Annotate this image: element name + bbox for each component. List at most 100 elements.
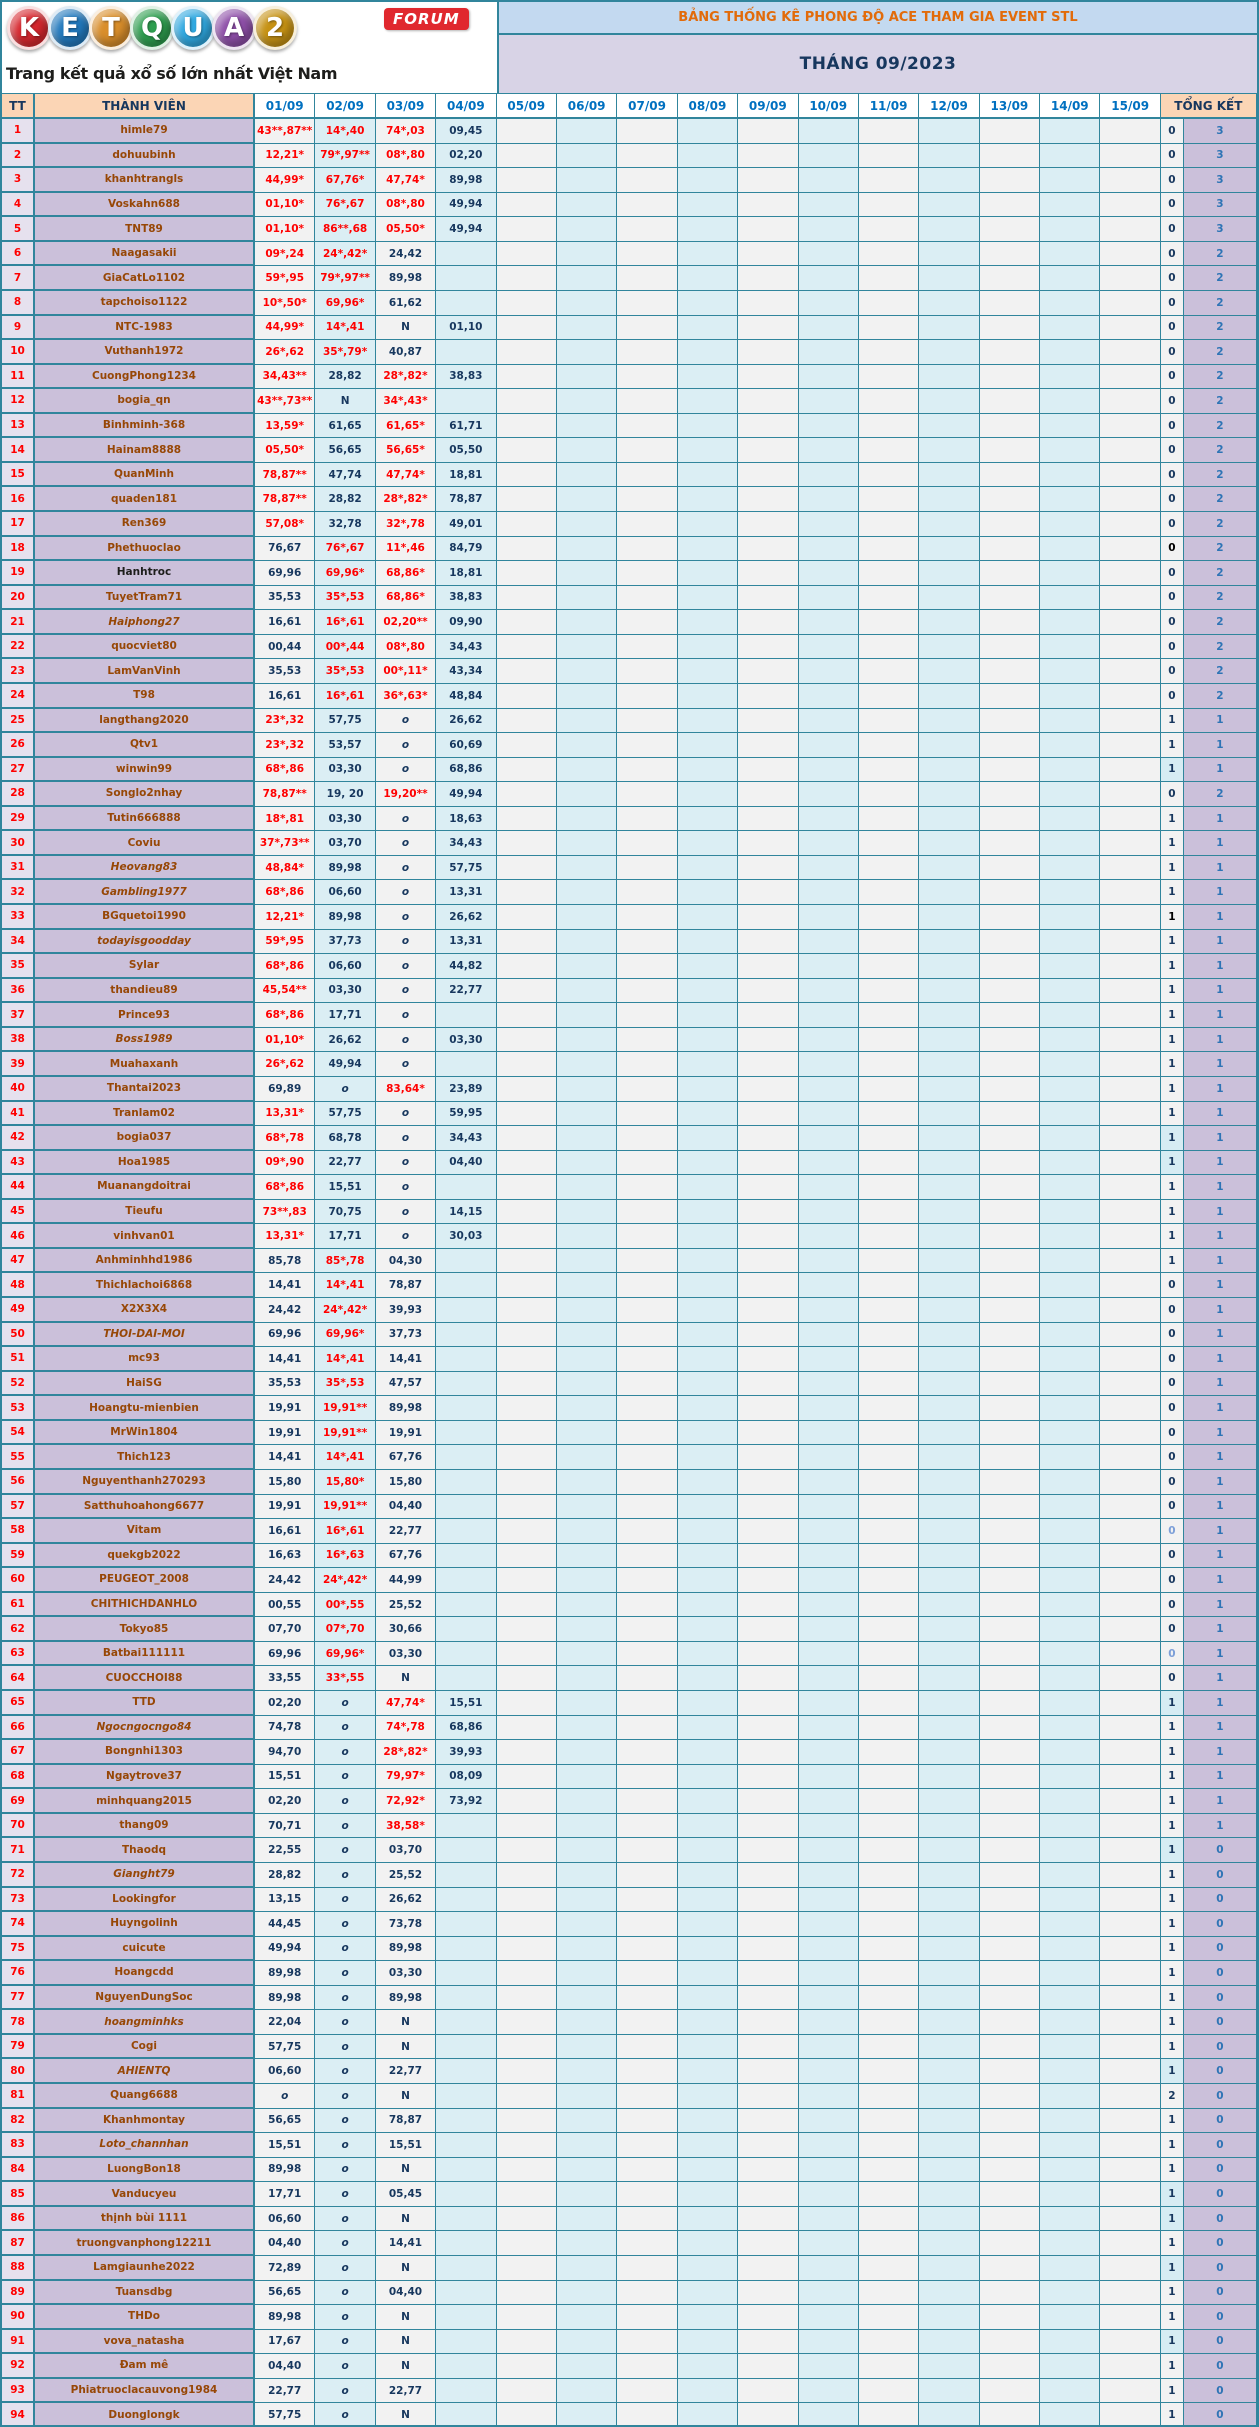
score-cell-03-09: o bbox=[375, 1027, 437, 1053]
member-name: Phethuoclao bbox=[35, 536, 255, 562]
score-cell-05-09 bbox=[496, 1494, 557, 1520]
score-cell-06-09 bbox=[556, 1862, 618, 1888]
score-cell-04-09: 43,34 bbox=[436, 659, 497, 684]
total-miss-cell: 0 bbox=[1160, 1322, 1184, 1348]
score-cell-12-09 bbox=[919, 757, 980, 783]
total-score-cell: 1 bbox=[1183, 1543, 1257, 1569]
score-cell-02-09: 00*,55 bbox=[315, 1592, 376, 1618]
score-cell-01-09: 15,51 bbox=[255, 2133, 316, 2158]
score-cell-04-09 bbox=[436, 1543, 497, 1569]
row-number: 70 bbox=[2, 1813, 35, 1839]
score-cell-09-09 bbox=[738, 585, 799, 611]
score-cell-01-09: 28,82 bbox=[255, 1862, 316, 1888]
score-cell-13-09 bbox=[979, 438, 1041, 463]
score-cell-08-09 bbox=[677, 1691, 739, 1716]
score-cell-01-09: 13,31* bbox=[255, 1224, 316, 1249]
column-header-date-09-09: 09/09 bbox=[738, 94, 799, 119]
score-cell-07-09 bbox=[617, 1371, 678, 1397]
score-cell-12-09 bbox=[919, 2354, 980, 2379]
row-number: 17 bbox=[2, 512, 35, 537]
score-cell-15-09 bbox=[1100, 1445, 1161, 1470]
score-cell-06-09 bbox=[556, 561, 618, 586]
score-cell-14-09 bbox=[1040, 1347, 1101, 1372]
score-cell-03-09: o bbox=[375, 1126, 437, 1151]
score-cell-09-09 bbox=[738, 1764, 799, 1790]
score-cell-10-09 bbox=[798, 2206, 859, 2232]
row-number: 81 bbox=[2, 2084, 35, 2109]
score-cell-08-09 bbox=[677, 978, 739, 1004]
score-cell-14-09 bbox=[1040, 389, 1101, 414]
row-number: 91 bbox=[2, 2329, 35, 2355]
row-number: 79 bbox=[2, 2034, 35, 2060]
score-cell-14-09 bbox=[1040, 462, 1101, 488]
score-cell-11-09 bbox=[858, 1543, 920, 1569]
score-cell-11-09 bbox=[858, 1764, 920, 1790]
score-cell-05-09 bbox=[496, 1298, 557, 1323]
score-cell-15-09 bbox=[1100, 610, 1161, 635]
score-cell-02-09: 14*,41 bbox=[315, 1347, 376, 1372]
score-cell-09-09 bbox=[738, 2354, 799, 2379]
member-name: Hoa1985 bbox=[35, 1150, 255, 1176]
score-cell-01-09: 13,31* bbox=[255, 1101, 316, 1127]
score-cell-03-09: 08*,80 bbox=[375, 634, 437, 660]
score-cell-08-09 bbox=[677, 1003, 739, 1028]
score-cell-10-09 bbox=[798, 1101, 859, 1127]
total-score-cell: 0 bbox=[1183, 2157, 1257, 2183]
score-cell-08-09 bbox=[677, 905, 739, 930]
score-cell-09-09 bbox=[738, 364, 799, 390]
score-cell-05-09 bbox=[496, 119, 557, 144]
score-cell-12-09 bbox=[919, 340, 980, 365]
score-cell-05-09 bbox=[496, 634, 557, 660]
score-cell-13-09 bbox=[979, 2034, 1041, 2060]
score-cell-13-09 bbox=[979, 1175, 1041, 1200]
score-cell-15-09 bbox=[1100, 438, 1161, 463]
score-cell-11-09 bbox=[858, 1666, 920, 1691]
score-cell-01-09: 33,55 bbox=[255, 1666, 316, 1691]
score-cell-07-09 bbox=[617, 1445, 678, 1470]
score-cell-14-09 bbox=[1040, 2010, 1101, 2035]
score-cell-01-09: 07,70 bbox=[255, 1617, 316, 1642]
row-number: 40 bbox=[2, 1076, 35, 1102]
score-cell-04-09 bbox=[436, 389, 497, 414]
score-cell-12-09 bbox=[919, 290, 980, 316]
score-cell-01-09: 16,61 bbox=[255, 1519, 316, 1544]
total-score-cell: 3 bbox=[1183, 143, 1257, 169]
score-cell-07-09 bbox=[617, 2010, 678, 2035]
score-cell-05-09 bbox=[496, 2329, 557, 2355]
score-cell-04-09 bbox=[436, 2157, 497, 2183]
score-cell-06-09 bbox=[556, 413, 618, 439]
total-score-cell: 2 bbox=[1183, 389, 1257, 414]
score-cell-06-09 bbox=[556, 683, 618, 709]
score-cell-06-09 bbox=[556, 315, 618, 341]
score-cell-06-09 bbox=[556, 1740, 618, 1765]
total-miss-cell: 0 bbox=[1160, 1519, 1184, 1544]
row-number: 63 bbox=[2, 1641, 35, 1667]
score-cell-08-09 bbox=[677, 2034, 739, 2060]
score-cell-06-09 bbox=[556, 2255, 618, 2281]
score-cell-14-09 bbox=[1040, 1568, 1101, 1593]
score-cell-04-09 bbox=[436, 2108, 497, 2134]
total-score-cell: 1 bbox=[1183, 978, 1257, 1004]
score-cell-11-09 bbox=[858, 1862, 920, 1888]
score-cell-09-09 bbox=[738, 2329, 799, 2355]
score-cell-01-09: 37*,73** bbox=[255, 831, 316, 856]
score-cell-08-09 bbox=[677, 1641, 739, 1667]
score-cell-04-09 bbox=[436, 1985, 497, 2011]
score-cell-01-09: 23*,32 bbox=[255, 708, 316, 734]
score-cell-06-09 bbox=[556, 266, 618, 291]
total-miss-cell: 0 bbox=[1160, 585, 1184, 611]
score-cell-05-09 bbox=[496, 1691, 557, 1716]
score-cell-04-09 bbox=[436, 2329, 497, 2355]
total-score-cell: 0 bbox=[1183, 2182, 1257, 2207]
score-cell-09-09 bbox=[738, 1371, 799, 1397]
score-cell-02-09: 76*,67 bbox=[315, 536, 376, 562]
score-cell-07-09 bbox=[617, 1420, 678, 1446]
score-cell-06-09 bbox=[556, 2034, 618, 2060]
score-cell-01-09: 01,10* bbox=[255, 1027, 316, 1053]
score-cell-03-09: 04,40 bbox=[375, 2280, 437, 2306]
score-cell-11-09 bbox=[858, 855, 920, 881]
score-cell-01-09: 89,98 bbox=[255, 1985, 316, 2011]
total-miss-cell: 1 bbox=[1160, 2108, 1184, 2134]
row-number: 73 bbox=[2, 1887, 35, 1913]
member-name: Heovang83 bbox=[35, 855, 255, 881]
